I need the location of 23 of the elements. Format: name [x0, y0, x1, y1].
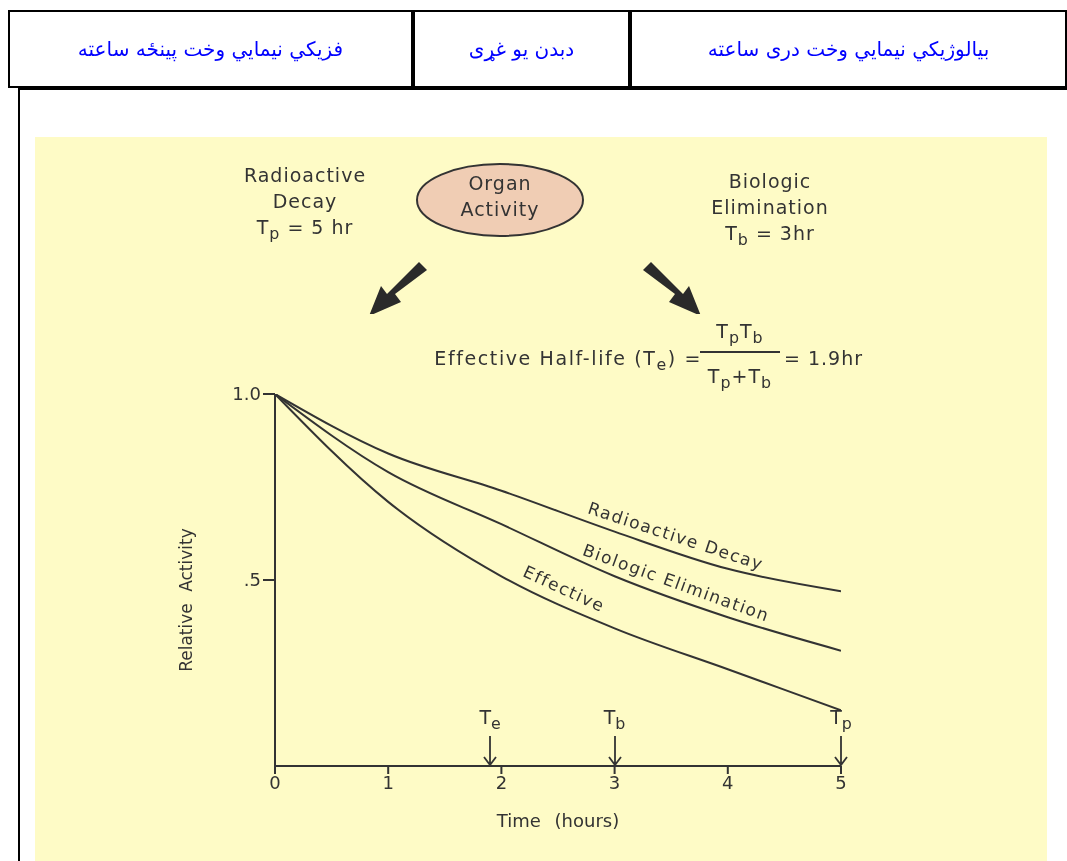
x-tick-label: 1	[382, 771, 394, 793]
text: Effective Half-life (T$_{e}$) =	[433, 346, 702, 376]
text: Radioactive Decay T$_{p}$ = 5 hr	[242, 163, 368, 245]
text: فزیکي نیمايي وخت پینځه ساعته	[77, 37, 344, 61]
text: Organ Activity	[459, 171, 541, 222]
x-tick-label: 4	[722, 771, 734, 793]
x-tick-label: 0	[269, 771, 281, 793]
text: T$_{p}$+T$_{b}$	[707, 365, 773, 392]
text: بیالوژیکي نیمايي وخت دری ساعته	[707, 37, 990, 61]
x-tick-label: 5	[835, 771, 847, 793]
ref-line-label: T$_{e}$	[478, 706, 502, 733]
x-tick-label: 2	[495, 771, 508, 793]
text: = 1.9hr	[784, 346, 864, 371]
y-tick-label: .5	[243, 569, 261, 591]
y-tick-label: 1.0	[232, 383, 261, 405]
y-axis-title: Relative Activity	[176, 527, 197, 674]
text: T$_{p}$T$_{b}$	[716, 320, 764, 347]
text: Biologic Elimination T$_{b}$ = 3hr	[710, 169, 830, 251]
ref-line-label: T$_{b}$	[602, 706, 627, 733]
ref-line-label: T$_{p}$	[829, 706, 853, 733]
text: دبدن یو غړی	[468, 37, 575, 61]
x-axis-title: Time (hours)	[495, 810, 621, 831]
x-tick-label: 3	[608, 771, 621, 793]
